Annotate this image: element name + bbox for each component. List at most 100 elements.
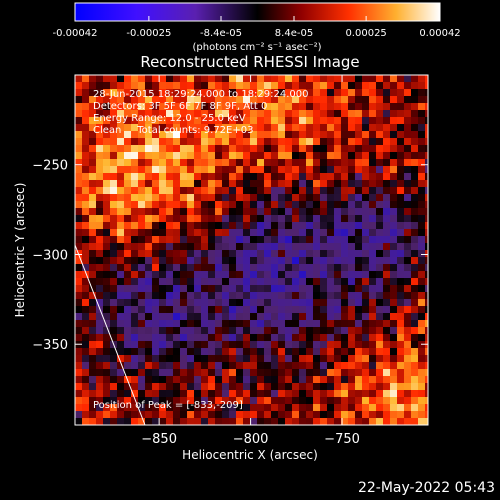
- heatmap-pixel: [124, 250, 131, 257]
- heatmap-pixel: [271, 138, 278, 145]
- heatmap-pixel: [89, 110, 96, 117]
- heatmap-pixel: [103, 362, 110, 369]
- heatmap-pixel: [110, 103, 117, 110]
- heatmap-pixel: [306, 229, 313, 236]
- heatmap-pixel: [152, 236, 159, 243]
- heatmap-pixel: [201, 82, 208, 89]
- heatmap-pixel: [278, 82, 285, 89]
- heatmap-pixel: [404, 117, 411, 124]
- heatmap-pixel: [285, 243, 292, 250]
- heatmap-pixel: [425, 243, 428, 250]
- heatmap-pixel: [152, 187, 159, 194]
- heatmap-pixel: [327, 201, 334, 208]
- heatmap-pixel: [285, 201, 292, 208]
- heatmap-pixel: [201, 180, 208, 187]
- heatmap-pixel: [320, 187, 327, 194]
- heatmap-pixel: [75, 166, 82, 173]
- heatmap-pixel: [82, 306, 89, 313]
- heatmap-pixel: [229, 292, 236, 299]
- heatmap-pixel: [194, 299, 201, 306]
- heatmap-pixel: [208, 124, 215, 131]
- heatmap-pixel: [82, 173, 89, 180]
- heatmap-pixel: [236, 117, 243, 124]
- heatmap-pixel: [327, 110, 334, 117]
- heatmap-pixel: [96, 292, 103, 299]
- heatmap-pixel: [117, 383, 124, 390]
- heatmap-pixel: [215, 362, 222, 369]
- heatmap-pixel: [334, 166, 341, 173]
- heatmap-pixel: [159, 334, 166, 341]
- heatmap-pixel: [152, 229, 159, 236]
- heatmap-pixel: [208, 250, 215, 257]
- heatmap-pixel: [201, 89, 208, 96]
- heatmap-pixel: [131, 159, 138, 166]
- heatmap-pixel: [390, 96, 397, 103]
- heatmap-pixel: [152, 348, 159, 355]
- heatmap-pixel: [243, 96, 250, 103]
- heatmap-pixel: [404, 201, 411, 208]
- heatmap-pixel: [292, 152, 299, 159]
- heatmap-pixel: [278, 264, 285, 271]
- heatmap-pixel: [243, 145, 250, 152]
- heatmap-pixel: [103, 243, 110, 250]
- heatmap-pixel: [369, 131, 376, 138]
- heatmap-pixel: [222, 145, 229, 152]
- heatmap-pixel: [131, 201, 138, 208]
- heatmap-pixel: [250, 306, 257, 313]
- heatmap-pixel: [348, 243, 355, 250]
- heatmap-pixel: [320, 138, 327, 145]
- heatmap-pixel: [215, 299, 222, 306]
- heatmap-pixel: [348, 75, 355, 82]
- heatmap-pixel: [257, 124, 264, 131]
- heatmap-pixel: [201, 236, 208, 243]
- heatmap-pixel: [257, 187, 264, 194]
- heatmap-pixel: [166, 397, 173, 404]
- heatmap-pixel: [215, 180, 222, 187]
- heatmap-pixel: [292, 201, 299, 208]
- heatmap-pixel: [334, 285, 341, 292]
- heatmap-pixel: [278, 152, 285, 159]
- heatmap-pixel: [285, 117, 292, 124]
- heatmap-pixel: [138, 194, 145, 201]
- heatmap-pixel: [313, 208, 320, 215]
- heatmap-pixel: [222, 173, 229, 180]
- heatmap-pixel: [411, 187, 418, 194]
- heatmap-pixel: [82, 341, 89, 348]
- heatmap-pixel: [264, 166, 271, 173]
- heatmap-pixel: [271, 187, 278, 194]
- heatmap-pixel: [264, 362, 271, 369]
- heatmap-pixel: [173, 334, 180, 341]
- heatmap-pixel: [327, 159, 334, 166]
- heatmap-pixel: [117, 376, 124, 383]
- heatmap-pixel: [376, 334, 383, 341]
- heatmap-pixel: [208, 285, 215, 292]
- heatmap-pixel: [313, 411, 320, 418]
- heatmap-pixel: [299, 250, 306, 257]
- heatmap-pixel: [159, 96, 166, 103]
- heatmap-pixel: [152, 103, 159, 110]
- heatmap-pixel: [103, 320, 110, 327]
- heatmap-pixel: [397, 383, 404, 390]
- heatmap-pixel: [299, 222, 306, 229]
- heatmap-pixel: [215, 320, 222, 327]
- heatmap-pixel: [243, 264, 250, 271]
- heatmap-pixel: [187, 334, 194, 341]
- heatmap-pixel: [138, 271, 145, 278]
- heatmap-pixel: [166, 250, 173, 257]
- heatmap-pixel: [411, 327, 418, 334]
- heatmap-pixel: [369, 411, 376, 418]
- heatmap-pixel: [124, 292, 131, 299]
- heatmap-pixel: [229, 152, 236, 159]
- heatmap-pixel: [187, 257, 194, 264]
- heatmap-pixel: [341, 208, 348, 215]
- y-axis-ticks: −250−300−350: [32, 159, 428, 353]
- heatmap-pixel: [229, 313, 236, 320]
- heatmap-pixel: [236, 348, 243, 355]
- heatmap-pixel: [278, 208, 285, 215]
- heatmap-pixel: [411, 229, 418, 236]
- heatmap-pixel: [278, 334, 285, 341]
- heatmap-pixel: [362, 299, 369, 306]
- heatmap-pixel: [404, 404, 411, 411]
- heatmap-pixel: [334, 250, 341, 257]
- heatmap-pixel: [173, 313, 180, 320]
